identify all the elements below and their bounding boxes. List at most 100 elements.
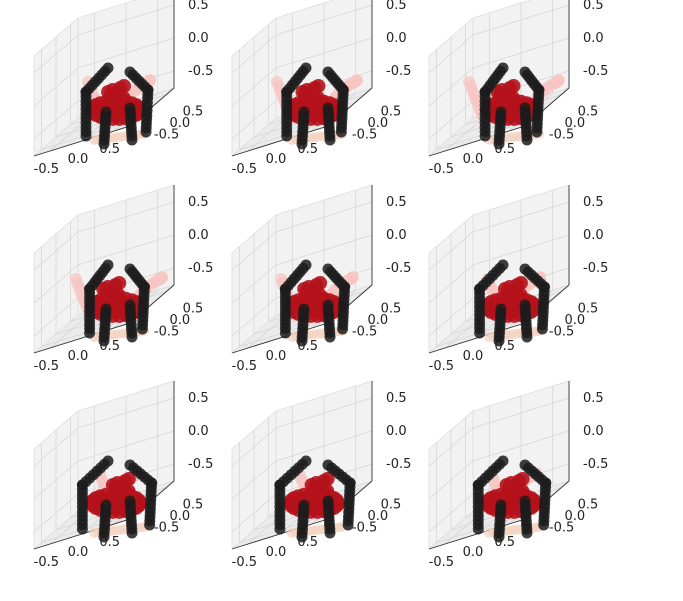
y-tick-label: 0.0 — [169, 116, 190, 131]
z-tick-label: 0.0 — [386, 31, 407, 46]
point — [279, 327, 291, 339]
point — [98, 335, 110, 347]
x-tick-label: 0.0 — [68, 545, 89, 560]
point — [124, 263, 136, 275]
y-tick-label: -0.5 — [352, 520, 377, 535]
x-tick-label: -0.5 — [232, 162, 257, 177]
subplot-panel: -0.50.00.50.50.0-0.50.50.0-0.5 — [231, 0, 411, 177]
y-tick-label: -0.5 — [549, 324, 574, 339]
point — [521, 331, 533, 343]
z-tick-label: 0.5 — [188, 0, 209, 13]
y-tick-label: 0.0 — [367, 313, 388, 328]
point — [521, 134, 533, 146]
point-cloud — [76, 455, 158, 543]
x-tick-label: -0.5 — [429, 162, 454, 177]
z-tick-label: 0.0 — [583, 424, 604, 439]
point — [519, 459, 531, 471]
point — [493, 335, 505, 347]
point — [324, 527, 336, 539]
z-tick-label: -0.5 — [386, 64, 411, 79]
y-tick-label: 0.5 — [578, 302, 599, 317]
point — [76, 523, 88, 535]
point — [274, 523, 286, 535]
z-tick-label: 0.0 — [583, 228, 604, 243]
z-tick-label: 0.5 — [583, 0, 604, 13]
y-tick-label: 0.5 — [183, 302, 204, 317]
x-axis-line — [428, 322, 526, 354]
x-tick-label: -0.5 — [34, 555, 59, 570]
y-tick-label: 0.5 — [381, 498, 402, 513]
frame-points — [76, 455, 158, 543]
point-cloud — [271, 62, 363, 150]
x-axis-line — [428, 125, 526, 157]
point — [300, 62, 312, 74]
x-tick-label: -0.5 — [34, 162, 59, 177]
z-tick-label: 0.0 — [188, 31, 209, 46]
point-cloud — [275, 259, 359, 347]
y-tick-label: 0.0 — [367, 116, 388, 131]
y-tick-label: 0.5 — [578, 105, 599, 120]
point — [80, 130, 92, 142]
y-tick-label: 0.5 — [578, 498, 599, 513]
x-tick-label: 0.0 — [266, 545, 287, 560]
y-tick-label: 0.5 — [183, 498, 204, 513]
z-tick-label: 0.5 — [188, 391, 209, 406]
point — [106, 490, 121, 504]
point — [479, 130, 491, 142]
z-tick-label: 0.5 — [188, 195, 209, 210]
x-axis-line — [231, 322, 329, 354]
subplot-panel: -0.50.00.50.50.0-0.50.50.0-0.5 — [33, 184, 213, 374]
point-cloud — [474, 259, 550, 347]
subplot-panel: -0.50.00.50.50.0-0.50.50.0-0.5 — [428, 380, 608, 570]
frame-points — [279, 259, 351, 347]
z-tick-label: 0.5 — [386, 391, 407, 406]
point — [493, 138, 505, 150]
y-tick-label: -0.5 — [549, 520, 574, 535]
x-tick-label: 0.0 — [463, 349, 484, 364]
z-tick-label: -0.5 — [583, 261, 608, 276]
y-tick-label: 0.0 — [564, 509, 585, 524]
y-tick-label: 0.0 — [564, 313, 585, 328]
z-tick-label: -0.5 — [583, 457, 608, 472]
subplot-panel: -0.50.00.50.50.0-0.50.50.0-0.5 — [231, 184, 411, 374]
point — [519, 66, 531, 78]
z-tick-label: 0.0 — [386, 424, 407, 439]
y-tick-label: 0.5 — [381, 302, 402, 317]
point — [98, 138, 110, 150]
point — [519, 263, 531, 275]
point-cloud — [69, 259, 169, 347]
frame-points — [472, 455, 552, 543]
point — [335, 126, 347, 138]
point — [124, 66, 136, 78]
y-tick-label: 0.0 — [564, 116, 585, 131]
point — [324, 331, 336, 343]
z-tick-label: -0.5 — [188, 457, 213, 472]
point — [305, 490, 320, 504]
point — [472, 523, 484, 535]
x-tick-label: 0.0 — [266, 152, 287, 167]
y-tick-label: 0.0 — [367, 509, 388, 524]
point — [136, 323, 148, 335]
point — [102, 455, 114, 467]
point — [98, 531, 110, 543]
subplot-panel: -0.50.00.50.50.0-0.50.50.0-0.5 — [428, 0, 608, 177]
frame-points — [84, 259, 150, 347]
y-tick-label: 0.5 — [381, 105, 402, 120]
x-tick-label: -0.5 — [429, 555, 454, 570]
z-tick-label: -0.5 — [386, 261, 411, 276]
x-tick-label: 0.0 — [463, 152, 484, 167]
x-tick-label: 0.0 — [68, 152, 89, 167]
y-tick-label: -0.5 — [154, 324, 179, 339]
x-axis-line — [231, 125, 329, 157]
point — [281, 130, 293, 142]
frame-points — [479, 62, 545, 150]
x-axis-line — [33, 322, 131, 354]
z-tick-label: 0.0 — [583, 31, 604, 46]
z-tick-label: -0.5 — [188, 64, 213, 79]
z-tick-label: 0.0 — [188, 228, 209, 243]
y-tick-label: -0.5 — [154, 127, 179, 142]
z-tick-label: 0.5 — [583, 195, 604, 210]
point — [497, 259, 509, 271]
z-tick-label: 0.0 — [386, 228, 407, 243]
